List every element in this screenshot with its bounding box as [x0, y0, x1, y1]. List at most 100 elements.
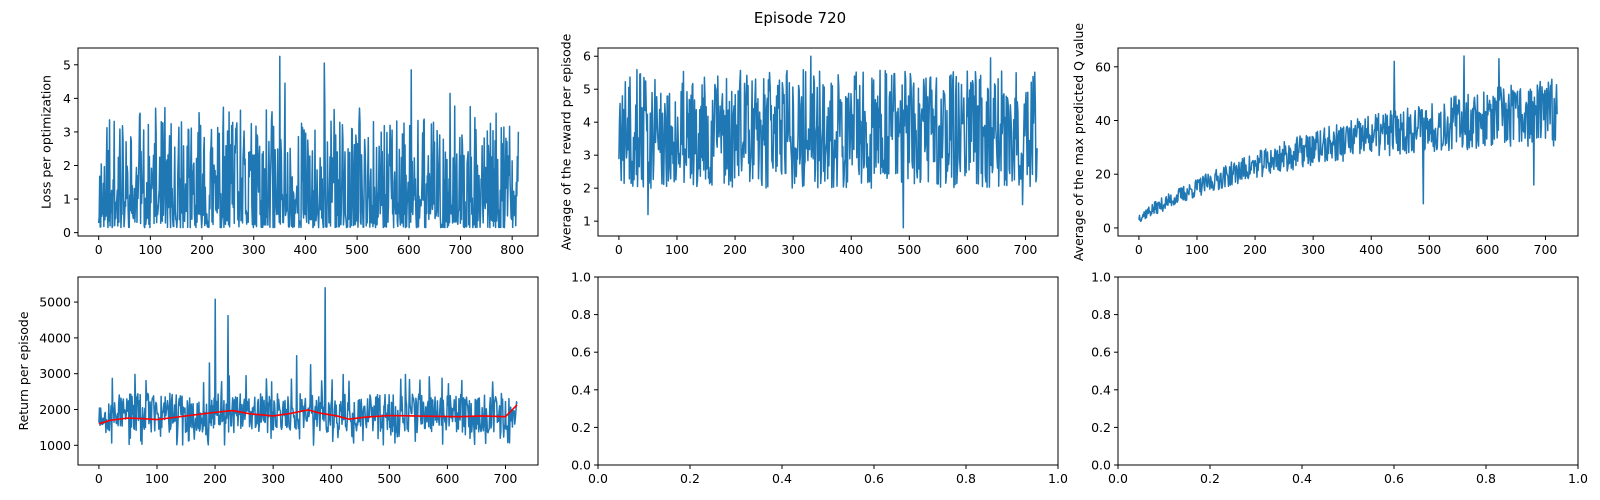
max_q-ytick-label: 60: [1095, 59, 1111, 74]
empty_2-xtick-label: 0.8: [1476, 471, 1496, 486]
subplot-return: 0 100 200 300 400 500 600 700 1000 2000 3000 4000 50…: [16, 276, 539, 486]
return-xtick-label: 200: [203, 471, 227, 486]
loss-ytick-label: 2: [63, 158, 71, 173]
loss-ytick-label: 3: [63, 124, 71, 139]
max_q-ylabel: Average of the max predicted Q value: [1071, 23, 1086, 262]
empty_2-ytick-label: 1.0: [1091, 270, 1111, 285]
max_q-xtick-label: 0: [1135, 242, 1143, 257]
max_q-xtick-label: 400: [1359, 242, 1383, 257]
loss-xtick-label: 100: [138, 242, 162, 257]
avg_reward-ytick-label: 6: [583, 49, 591, 64]
empty_2-ytick-label: 0.0: [1091, 458, 1111, 473]
avg_reward-ytick-label: 5: [583, 82, 591, 97]
avg_reward-xtick-label: 400: [839, 242, 863, 257]
return-xtick-label: 400: [319, 471, 343, 486]
avg_reward-xtick-label: 0: [615, 242, 623, 257]
avg_reward-xtick-label: 300: [781, 242, 805, 257]
loss-axes-frame: [77, 47, 539, 237]
empty_2-axes-frame: [1117, 276, 1579, 466]
loss-xtick-label: 300: [242, 242, 266, 257]
empty_2-xtick-label: 0.6: [1384, 471, 1404, 486]
max_q-series-0-line: [1138, 55, 1558, 223]
return-series-1-line: [98, 404, 518, 425]
empty_2-xtick-label: 0.0: [1108, 471, 1128, 486]
loss-xtick-label: 500: [345, 242, 369, 257]
avg_reward-xtick-label: 200: [723, 242, 747, 257]
loss-xtick-label: 800: [500, 242, 524, 257]
avg_reward-axes-frame: [597, 47, 1059, 237]
empty_1-ytick-label: 1.0: [571, 270, 591, 285]
loss-xtick-label: 700: [449, 242, 473, 257]
empty_2-xtick-label: 0.2: [1200, 471, 1220, 486]
subplot-loss: 0 100 200 300 400 500 600 700 800 0 1 2 3 4 5 Loss per …: [39, 47, 539, 257]
empty_2-ytick-label: 0.2: [1091, 420, 1111, 435]
return-xtick-label: 700: [494, 471, 518, 486]
empty_2-ytick-label: 0.8: [1091, 307, 1111, 322]
max_q-ytick-label: 20: [1095, 167, 1111, 182]
loss-ylabel: Loss per optimization: [39, 75, 54, 209]
max_q-xtick-label: 300: [1301, 242, 1325, 257]
empty_1-xtick-label: 0.6: [864, 471, 884, 486]
figure-title: Episode 720: [754, 9, 846, 27]
return-xtick-label: 600: [435, 471, 459, 486]
empty_1-xtick-label: 0.4: [772, 471, 792, 486]
empty_2-xtick-label: 1.0: [1568, 471, 1588, 486]
loss-xtick-label: 400: [293, 242, 317, 257]
avg_reward-ytick-label: 2: [583, 181, 591, 196]
return-ytick-label: 5000: [39, 295, 71, 310]
subplot-avg_reward: 0 100 200 300 400 500 600 700 1 2 3 4 5 6 Average of t…: [559, 33, 1059, 257]
empty_1-ytick-label: 0.4: [571, 382, 591, 397]
max_q-axes-frame: [1117, 47, 1579, 237]
loss-xtick-label: 0: [95, 242, 103, 257]
return-ytick-label: 2000: [39, 402, 71, 417]
loss-ytick-label: 4: [63, 91, 71, 106]
empty_1-xtick-label: 0.8: [956, 471, 976, 486]
max_q-xtick-label: 500: [1417, 242, 1441, 257]
max_q-xtick-label: 100: [1185, 242, 1209, 257]
avg_reward-xtick-label: 700: [1014, 242, 1038, 257]
subplot-empty_1: 0.0 0.2 0.4 0.6 0.8 1.0 0.0 0.2 0.4 0.6 0.8 1.0: [571, 270, 1068, 487]
loss-ytick-label: 1: [63, 192, 71, 207]
empty_1-ytick-label: 0.0: [571, 458, 591, 473]
return-xtick-label: 0: [95, 471, 103, 486]
max_q-xtick-label: 200: [1243, 242, 1267, 257]
max_q-xtick-label: 700: [1534, 242, 1558, 257]
empty_1-xtick-label: 1.0: [1048, 471, 1068, 486]
return-ytick-label: 3000: [39, 366, 71, 381]
loss-xtick-label: 200: [190, 242, 214, 257]
max_q-ytick-label: 0: [1103, 220, 1111, 235]
return-xtick-label: 100: [145, 471, 169, 486]
empty_2-ytick-label: 0.4: [1091, 382, 1111, 397]
empty_1-axes-frame: [597, 276, 1059, 466]
empty_1-xtick-label: 0.2: [680, 471, 700, 486]
empty_1-ytick-label: 0.8: [571, 307, 591, 322]
empty_2-xtick-label: 0.4: [1292, 471, 1312, 486]
empty_1-ytick-label: 0.2: [571, 420, 591, 435]
loss-xtick-label: 600: [397, 242, 421, 257]
empty_1-xtick-label: 0.0: [588, 471, 608, 486]
return-ylabel: Return per episode: [16, 311, 31, 430]
subplot-max_q: 0 100 200 300 400 500 600 700 0 20 40 60 Average of …: [1071, 23, 1579, 262]
subplot-empty_2: 0.0 0.2 0.4 0.6 0.8 1.0 0.0 0.2 0.4 0.6 0.8 1.0: [1091, 270, 1588, 487]
avg_reward-xtick-label: 100: [665, 242, 689, 257]
return-ytick-label: 4000: [39, 330, 71, 345]
return-ytick-label: 1000: [39, 438, 71, 453]
loss-series-0-line: [97, 55, 520, 229]
return-xtick-label: 500: [377, 471, 401, 486]
max_q-ytick-label: 40: [1095, 113, 1111, 128]
max_q-xtick-label: 600: [1475, 242, 1499, 257]
avg_reward-ytick-label: 1: [583, 214, 591, 229]
return-series-0-line: [98, 286, 518, 446]
avg_reward-ytick-label: 3: [583, 148, 591, 163]
empty_2-ytick-label: 0.6: [1091, 345, 1111, 360]
return-axes-frame: [77, 276, 539, 466]
avg_reward-ytick-label: 4: [583, 115, 591, 130]
avg_reward-xtick-label: 600: [955, 242, 979, 257]
return-xtick-label: 300: [261, 471, 285, 486]
avg_reward-xtick-label: 500: [897, 242, 921, 257]
loss-ytick-label: 0: [63, 225, 71, 240]
loss-ytick-label: 5: [63, 57, 71, 72]
avg_reward-series-0-line: [618, 55, 1038, 229]
